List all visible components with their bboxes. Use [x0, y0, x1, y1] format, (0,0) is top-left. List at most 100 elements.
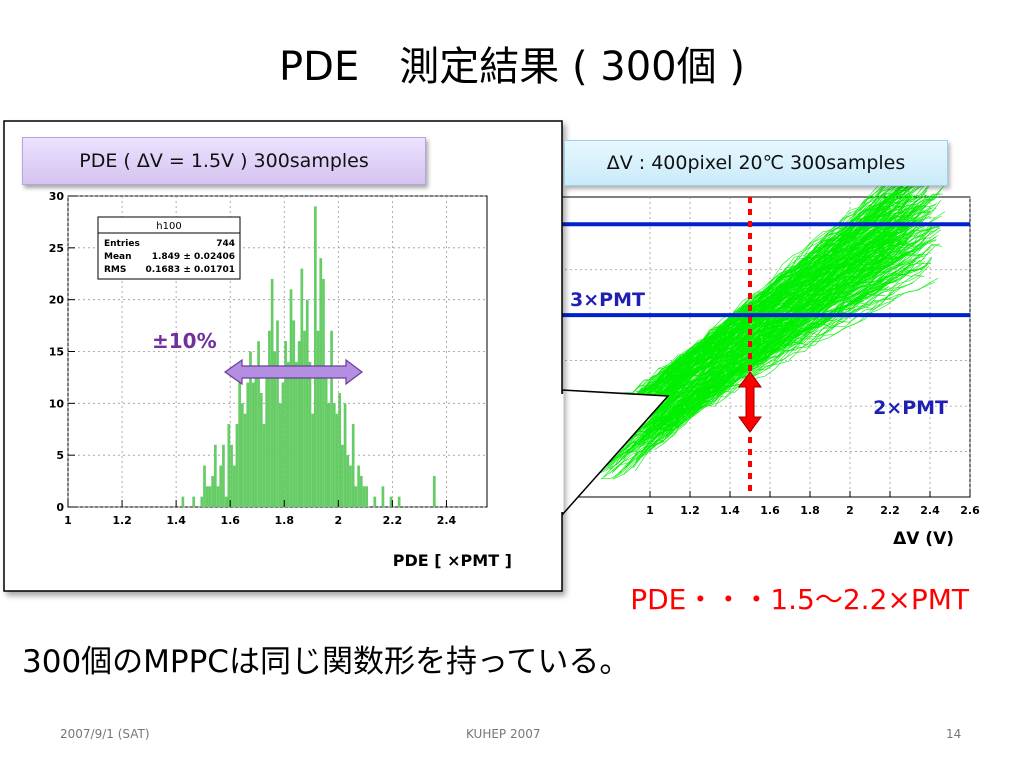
histogram-bar	[295, 361, 298, 507]
histogram-y-tick-label: 15	[49, 346, 64, 359]
histogram-bar	[432, 475, 436, 507]
histogram-bar	[343, 403, 347, 507]
pde-curve	[628, 196, 890, 425]
histogram-bar	[205, 486, 209, 507]
pde-range-arrow	[738, 371, 762, 433]
histogram-y-tick-label: 30	[49, 190, 65, 203]
histogram-x-tick-label: 1.6	[220, 514, 240, 527]
histogram-bar	[330, 330, 333, 507]
histogram-bar	[341, 444, 344, 507]
histogram-bar	[292, 320, 296, 507]
histogram-bar	[227, 424, 231, 507]
slide-title: PDE 測定結果 ( 300個 )	[279, 44, 745, 90]
histogram-bar	[254, 372, 258, 507]
footer-event: KUHEP 2007	[466, 727, 541, 741]
pde-curve	[600, 268, 921, 468]
histogram-bar	[270, 278, 274, 507]
histogram-bar	[284, 341, 287, 507]
pde-curve	[628, 286, 890, 434]
histogram-x-tick-label: 1.8	[275, 514, 295, 527]
pde-curve	[608, 251, 910, 429]
pde-curve	[637, 218, 919, 389]
histogram-bar	[203, 465, 206, 507]
right-x-tick-label: 2.6	[960, 504, 980, 517]
pde-curve	[634, 225, 926, 472]
histogram-y-tick-label: 20	[49, 294, 65, 307]
histogram-bar	[322, 278, 325, 507]
footer-date: 2007/9/1 (SAT)	[60, 727, 150, 741]
histogram-bar	[262, 424, 266, 507]
histogram-bar	[381, 486, 385, 507]
histogram-bar	[324, 372, 328, 507]
histogram-bar	[259, 392, 263, 507]
histogram-bar	[249, 351, 252, 507]
pde-curve	[667, 255, 888, 399]
histogram-y-tick-label: 0	[56, 501, 64, 514]
histogram-x-tick-label: 2	[334, 514, 342, 527]
histogram-bar	[238, 372, 242, 507]
pde-curves	[599, 152, 946, 480]
histogram-x-tick-label: 2.2	[383, 514, 403, 527]
pde-curve	[648, 229, 889, 423]
histogram-bar	[200, 496, 204, 507]
histogram-bar	[216, 486, 220, 507]
histogram-bar	[213, 444, 217, 507]
histogram-bar	[268, 330, 271, 507]
histogram-bar	[230, 444, 233, 507]
stats-value: 0.1683 ± 0.01701	[145, 265, 235, 275]
histogram-x-tick-label: 2.4	[437, 514, 457, 527]
histogram-bar	[335, 413, 339, 507]
histogram-bar	[241, 403, 244, 507]
pde-curve	[618, 195, 929, 473]
histogram-bar	[311, 413, 314, 507]
summary-text: 300個のMPPCは同じ関数形を持っている。	[22, 644, 631, 680]
histogram-bars	[181, 206, 436, 507]
histogram-x-tick-label: 1.2	[112, 514, 132, 527]
histogram-bar	[300, 268, 304, 507]
stats-value: 744	[216, 239, 235, 249]
histogram-bar	[303, 330, 306, 507]
histogram-bar	[276, 320, 279, 507]
histogram-bar	[224, 496, 228, 507]
histogram-bar	[286, 361, 290, 507]
histogram-bar	[181, 496, 185, 507]
histogram-bar	[289, 289, 293, 507]
histogram-bar	[316, 330, 320, 507]
histogram-y-tick-label: 25	[49, 242, 64, 255]
histogram-x-tick-label: 1	[64, 514, 72, 527]
histogram-x-tick-label: 1.4	[166, 514, 186, 527]
pde-curve	[658, 249, 900, 395]
histogram-bar	[257, 341, 260, 507]
curves-condition-label: ΔV : 400pixel 20℃ 300samples	[564, 140, 948, 186]
tolerance-arrow	[223, 358, 363, 386]
stats-key: Entries	[104, 239, 140, 249]
footer-page-number: 14	[946, 727, 962, 741]
stats-box	[97, 216, 241, 280]
stats-value: 1.849 ± 0.02406	[152, 252, 235, 262]
stats-title: h100	[156, 221, 181, 232]
histogram-bar	[211, 475, 214, 507]
pde-curve	[613, 193, 934, 480]
histogram-bar	[338, 392, 342, 507]
histogram-bar	[232, 465, 236, 507]
conclusion-text: PDE・・・1.5～2.2×PMT	[630, 583, 969, 616]
histogram-condition-label: PDE ( ΔV = 1.5V ) 300samples	[22, 137, 426, 185]
pde-curve	[624, 235, 905, 405]
pde-curve	[655, 194, 926, 413]
histogram-bar	[278, 403, 282, 507]
histogram-bar	[346, 455, 350, 507]
histogram-bar	[297, 341, 301, 507]
histogram-bar	[362, 486, 366, 507]
histogram-bar	[313, 206, 317, 507]
pde-curve	[623, 277, 894, 451]
histogram-bar	[351, 424, 355, 507]
right-x-tick-label: 1	[646, 504, 654, 517]
pmt-2x-label: 2×PMT	[873, 397, 948, 419]
pde-curve	[649, 248, 930, 439]
right-x-tick-label: 1.4	[720, 504, 740, 517]
pde-curve	[658, 250, 909, 423]
histogram-bar	[373, 496, 377, 507]
stats-key: RMS	[104, 265, 126, 275]
pde-curve	[641, 224, 912, 398]
